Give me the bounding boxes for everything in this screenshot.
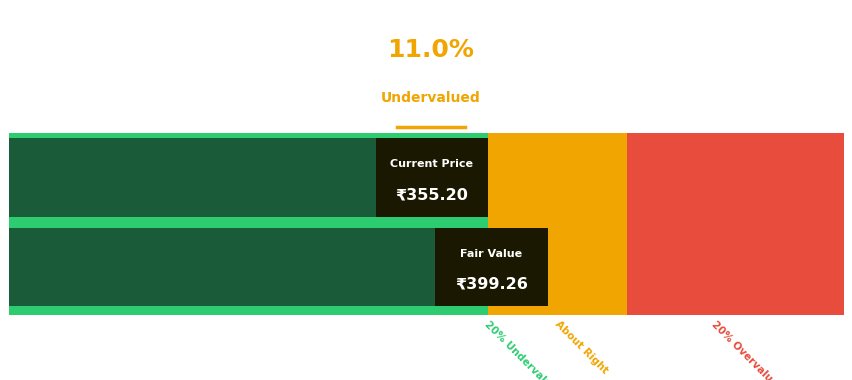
Text: Current Price: Current Price: [390, 159, 473, 169]
Text: Undervalued: Undervalued: [381, 91, 480, 105]
Bar: [9, 228, 547, 306]
Text: ₹399.26: ₹399.26: [454, 277, 527, 292]
Text: ₹355.20: ₹355.20: [395, 187, 468, 203]
Bar: [626, 133, 843, 315]
Bar: [375, 138, 488, 217]
Bar: [435, 228, 547, 306]
Bar: [9, 133, 488, 315]
Text: About Right: About Right: [553, 319, 609, 376]
Text: Fair Value: Fair Value: [460, 249, 521, 259]
Text: 20% Overvalued: 20% Overvalued: [709, 319, 783, 380]
Bar: [488, 133, 626, 315]
Text: 11.0%: 11.0%: [387, 38, 474, 62]
Bar: [9, 138, 488, 217]
Text: 20% Undervalued: 20% Undervalued: [482, 319, 562, 380]
